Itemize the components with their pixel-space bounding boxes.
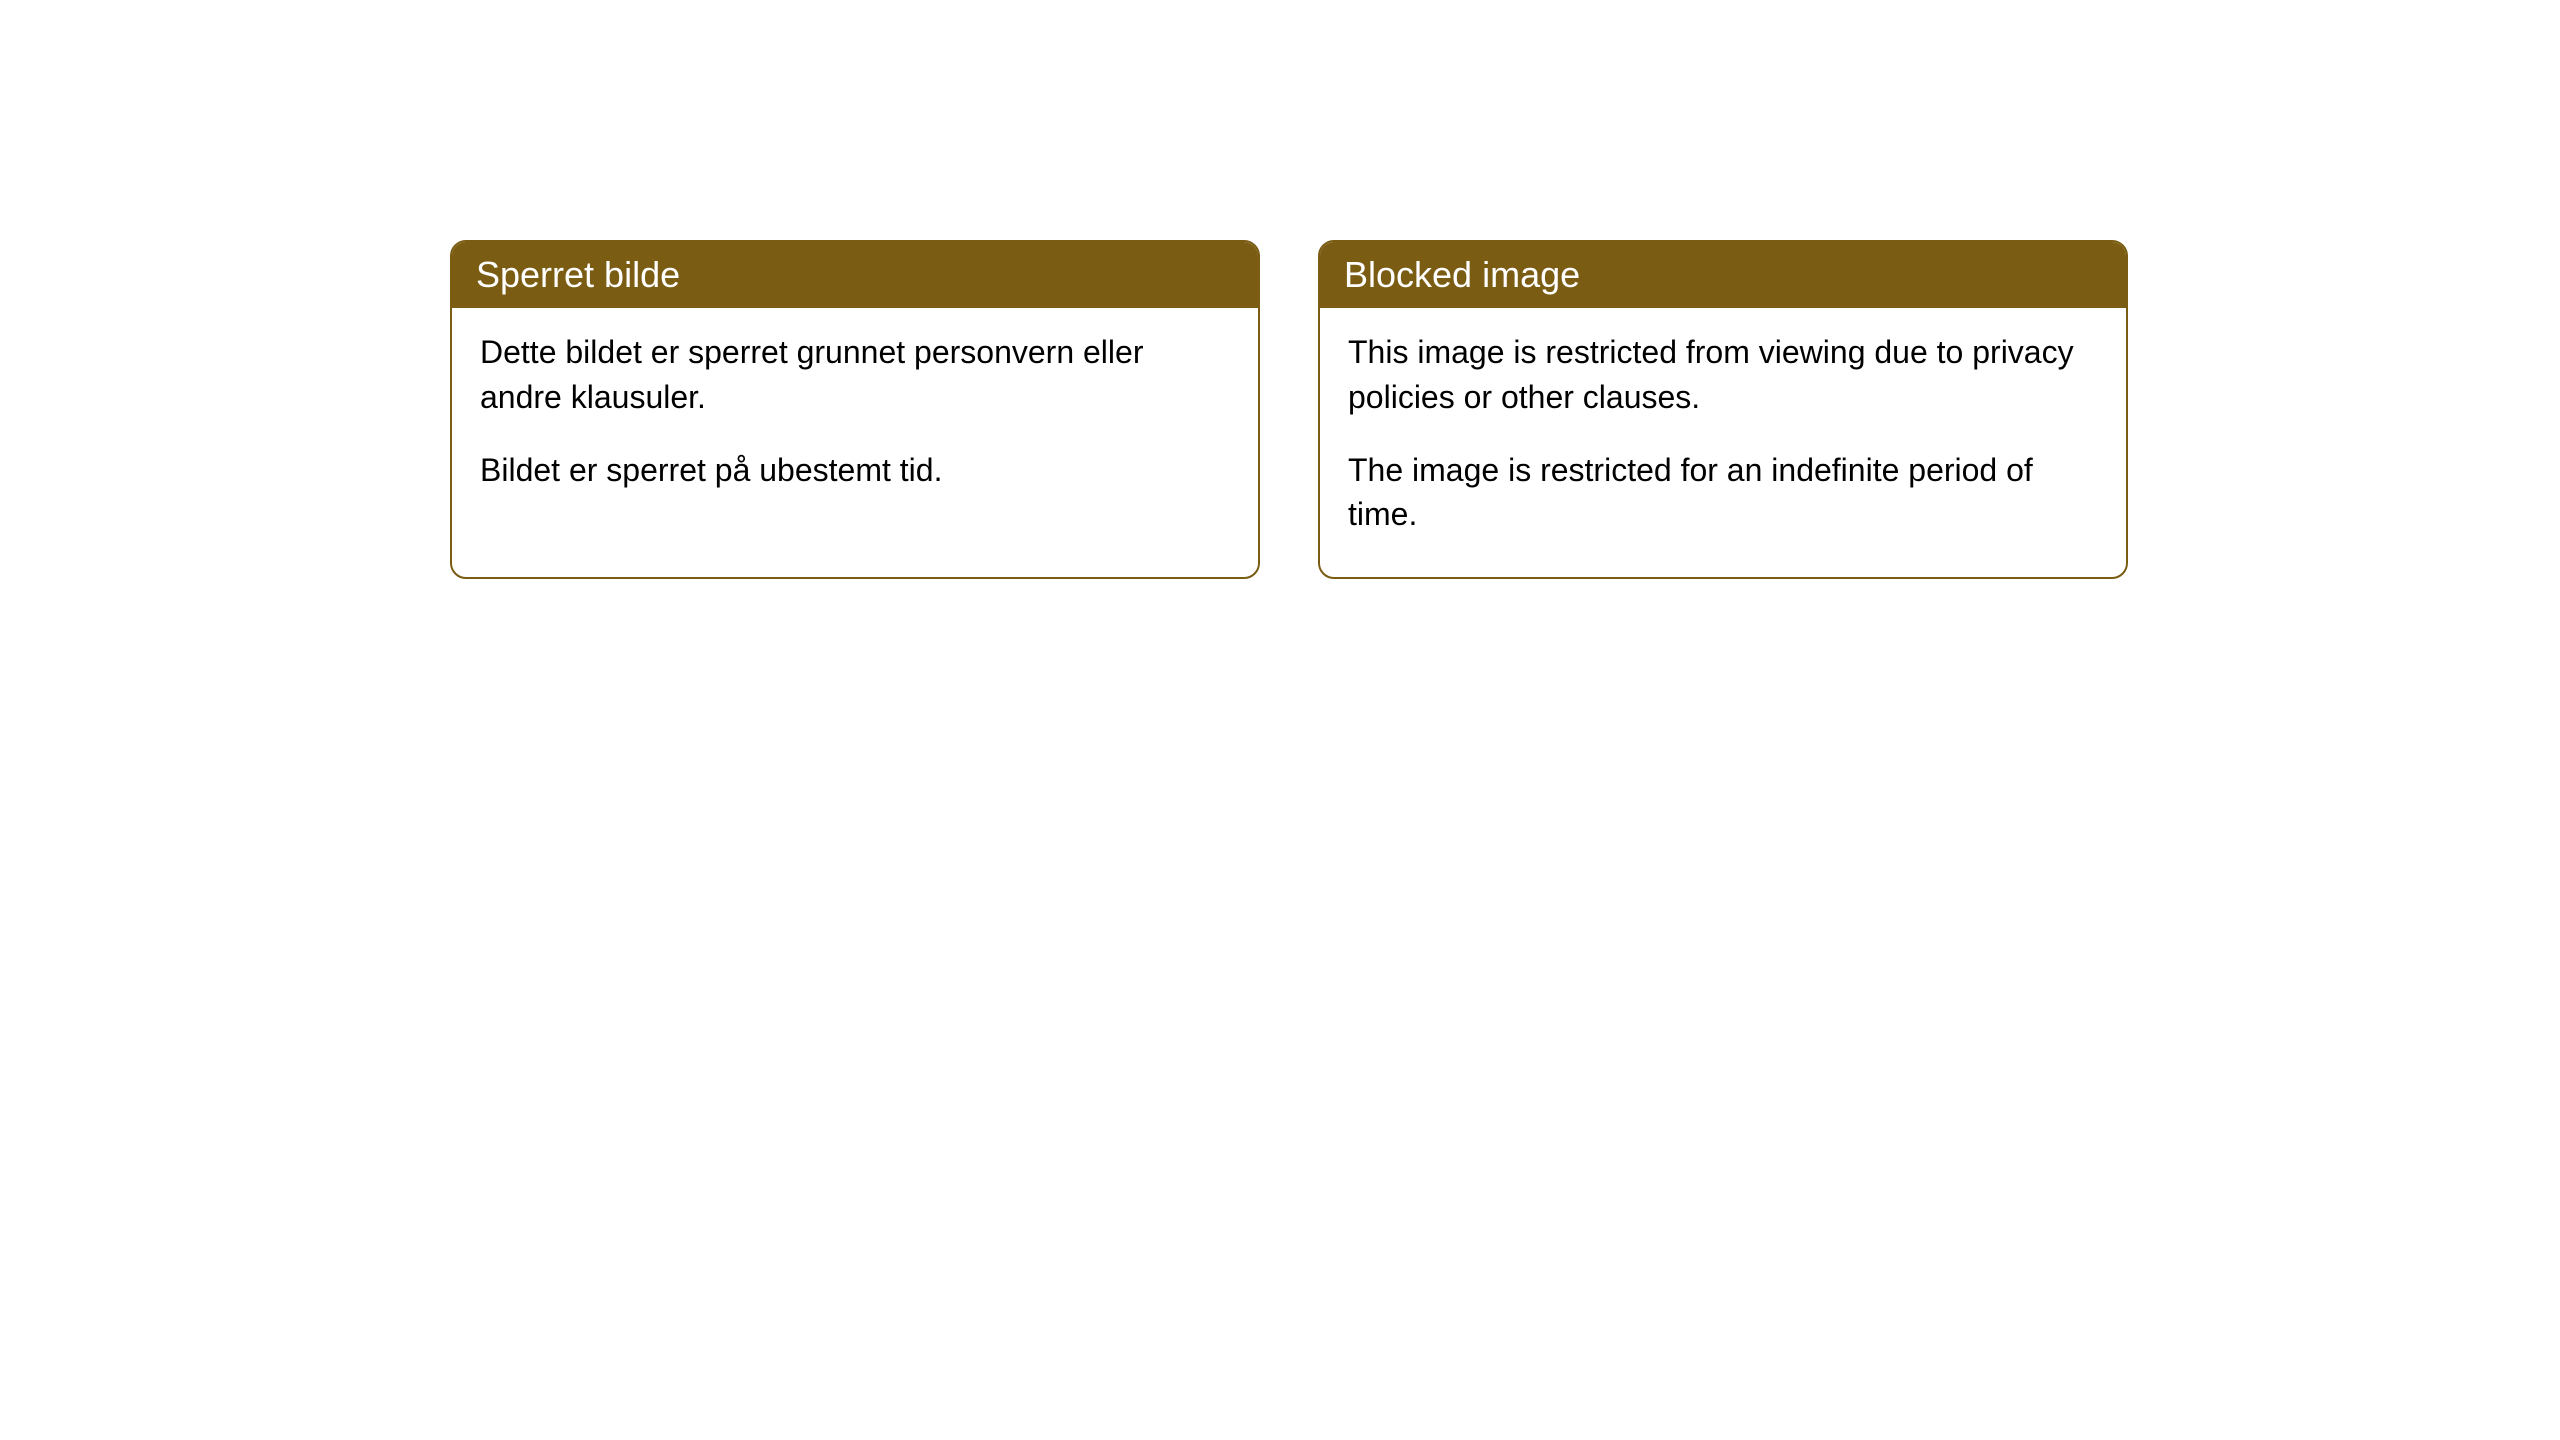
card-paragraph: The image is restricted for an indefinit… <box>1348 448 2098 538</box>
cards-container: Sperret bilde Dette bildet er sperret gr… <box>450 240 2128 579</box>
notice-card-norwegian: Sperret bilde Dette bildet er sperret gr… <box>450 240 1260 579</box>
card-header: Sperret bilde <box>452 242 1258 308</box>
card-header: Blocked image <box>1320 242 2126 308</box>
notice-card-english: Blocked image This image is restricted f… <box>1318 240 2128 579</box>
card-body: Dette bildet er sperret grunnet personve… <box>452 308 1258 532</box>
card-body: This image is restricted from viewing du… <box>1320 308 2126 577</box>
card-paragraph: This image is restricted from viewing du… <box>1348 330 2098 420</box>
card-paragraph: Dette bildet er sperret grunnet personve… <box>480 330 1230 420</box>
card-paragraph: Bildet er sperret på ubestemt tid. <box>480 448 1230 493</box>
